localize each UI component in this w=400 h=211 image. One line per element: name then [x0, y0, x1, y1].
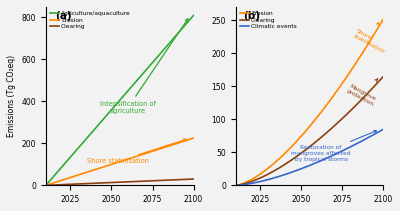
Text: Mangrove
protection: Mangrove protection: [346, 79, 378, 107]
Legend: Agriculture/aquaculture, Erosion, Clearing: Agriculture/aquaculture, Erosion, Cleari…: [49, 10, 132, 30]
Text: (a): (a): [55, 11, 71, 20]
Legend: Erosion, Clearing, Climatic events: Erosion, Clearing, Climatic events: [239, 10, 298, 30]
Text: (b): (b): [243, 11, 260, 20]
Y-axis label: Emissions (Tg CO₂eq): Emissions (Tg CO₂eq): [7, 55, 16, 137]
Text: Shore
stabilisation: Shore stabilisation: [352, 22, 389, 54]
Text: Restoration of
mangroves affected
by tropical storms: Restoration of mangroves affected by tro…: [291, 131, 376, 162]
Text: Shore stabilisation: Shore stabilisation: [87, 139, 186, 164]
Text: Intensification of
agriculture: Intensification of agriculture: [100, 19, 188, 114]
